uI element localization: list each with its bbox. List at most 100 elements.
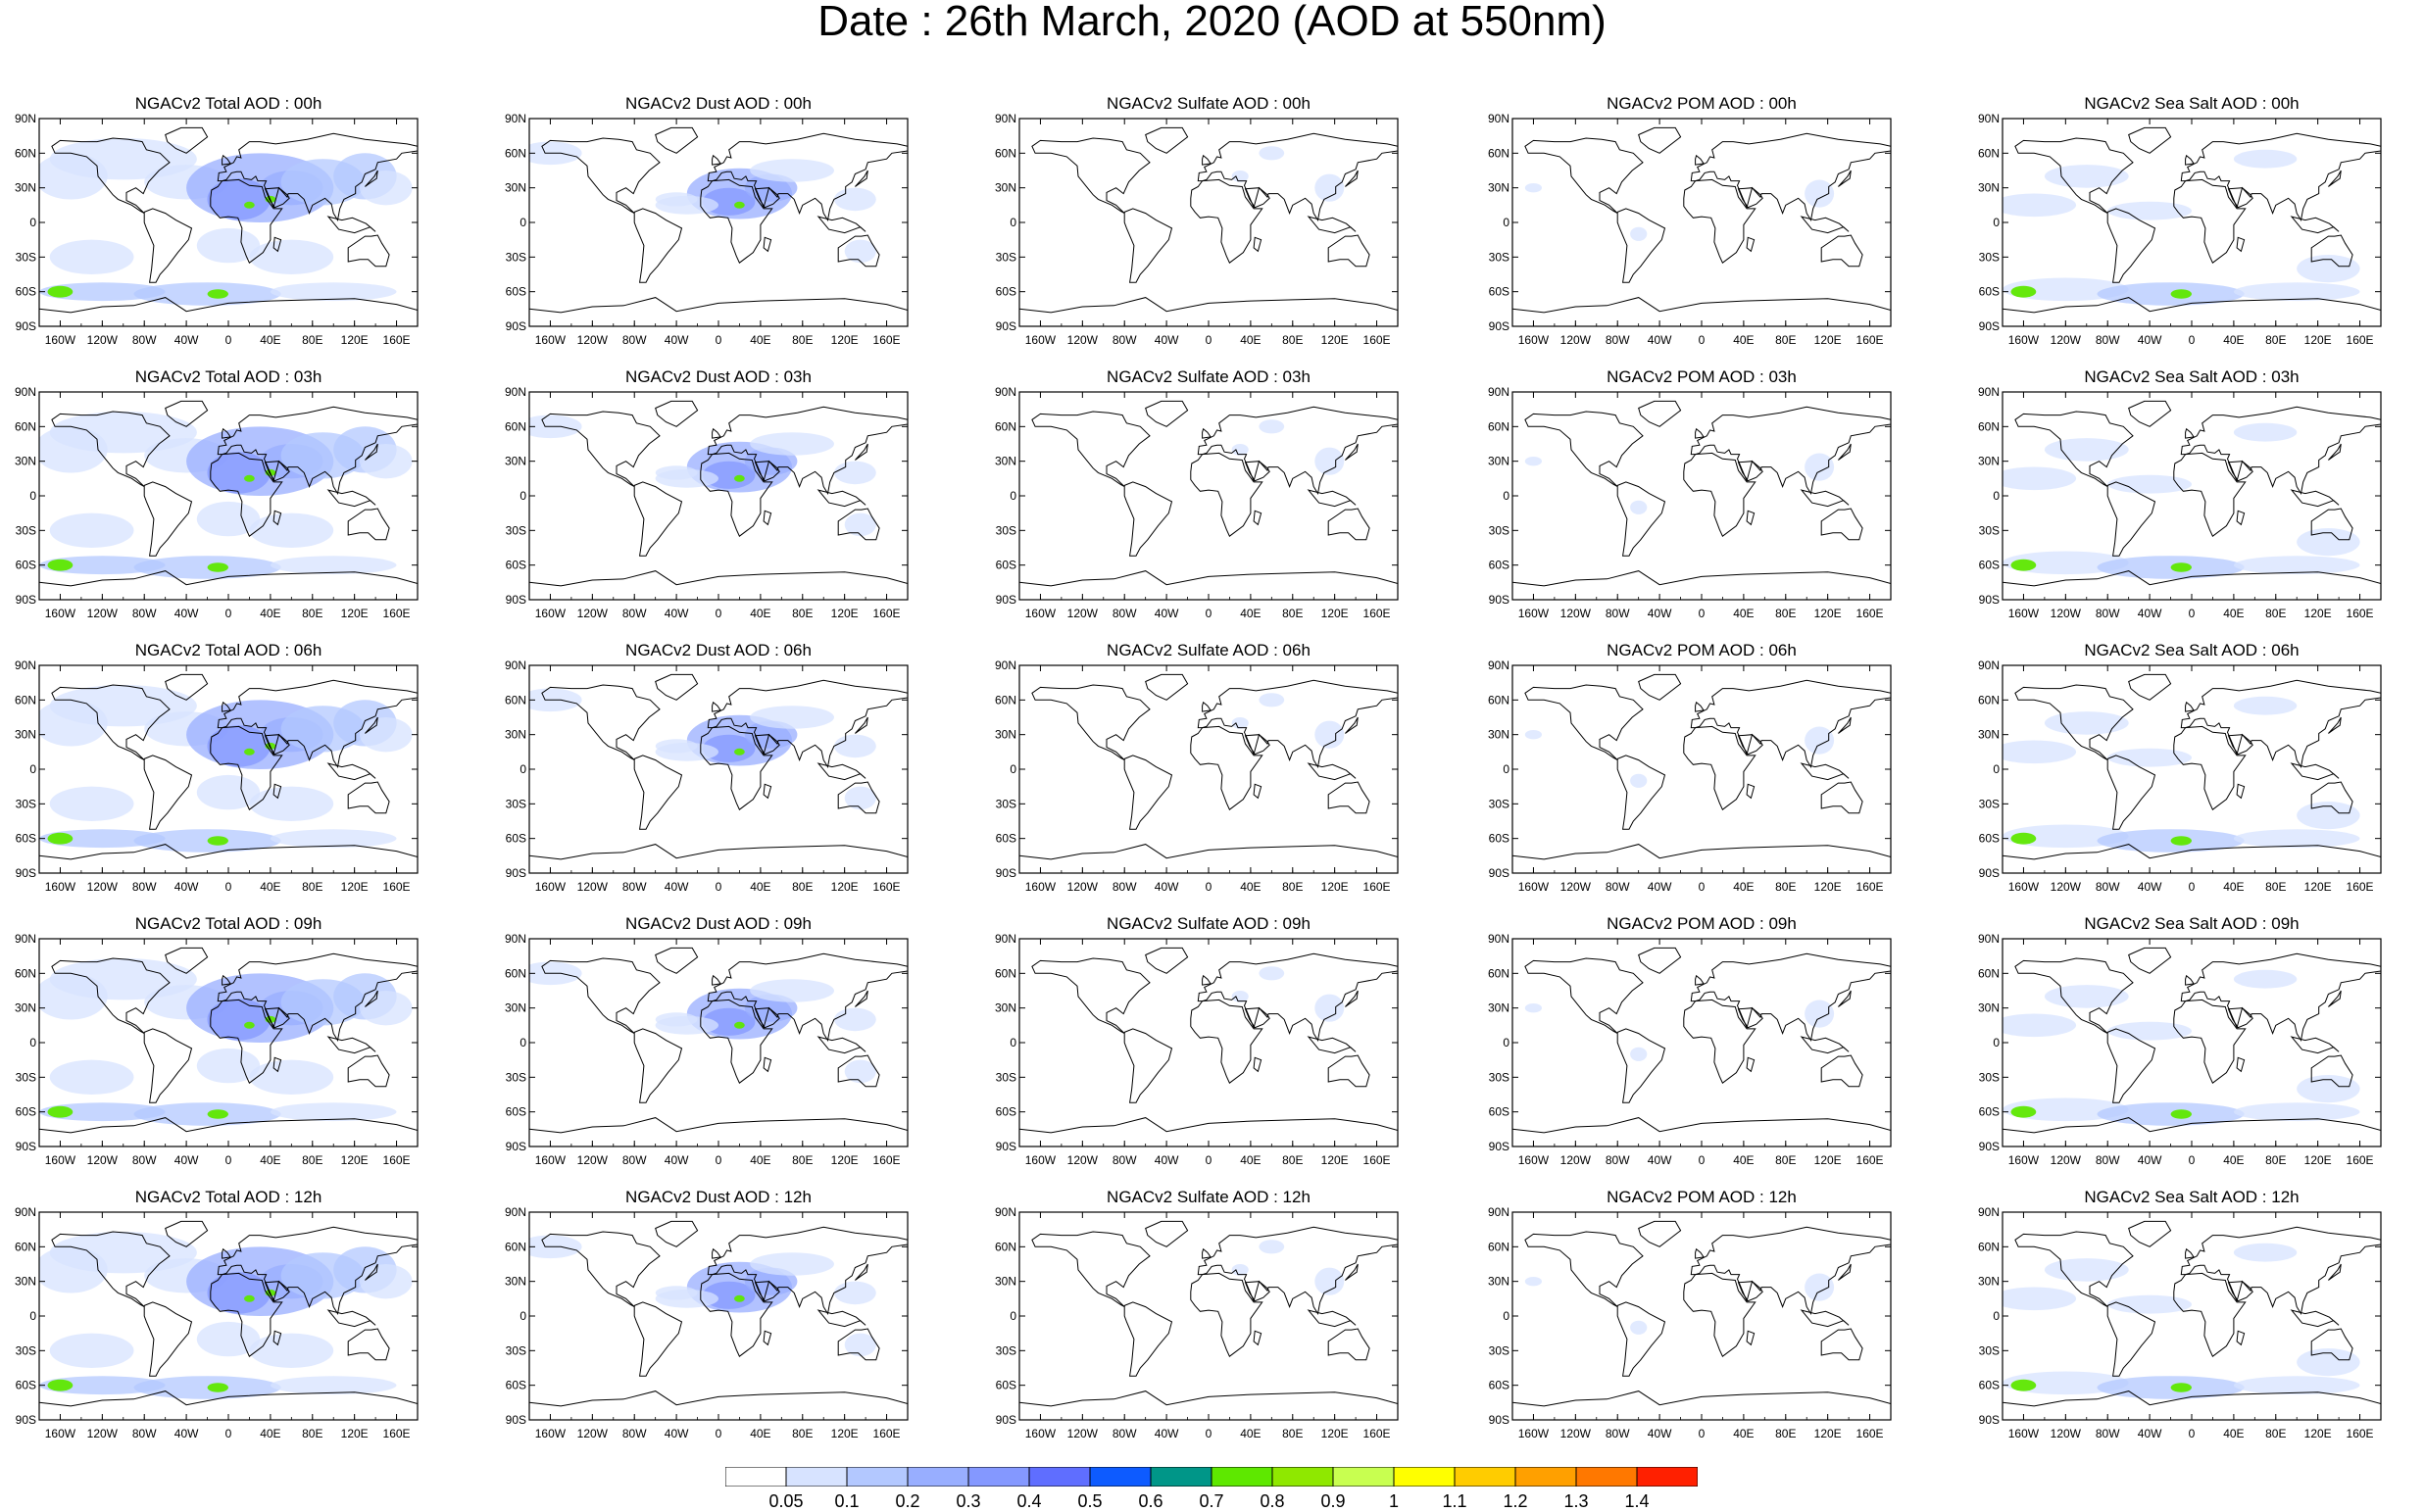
lat-tick-label: 30S <box>16 1070 36 1084</box>
lon-tick-label: 160E <box>2347 1427 2374 1440</box>
colorbar-label: 0.5 <box>1077 1491 1103 1511</box>
coastline-africa <box>700 178 773 264</box>
aod-field <box>834 187 876 212</box>
coastline-antarctica <box>39 844 418 873</box>
coastline-australia <box>1327 234 1370 268</box>
lat-tick-label: 60S <box>996 285 1016 299</box>
lat-tick-label: 90S <box>506 1413 526 1427</box>
coastline-south-america <box>2106 1301 2156 1377</box>
lat-tick-label: 90N <box>505 385 526 399</box>
world-map: 90N 60N 30N 0 30S 60S 90S 160W 120W 80W 40W 0 40E 80E… <box>1978 932 2382 1167</box>
map-panel: NGACv2 Dust AOD : 09h 90N 60N 30N 0 30S 60S 90S… <box>505 914 927 1176</box>
lon-tick-label: 120W <box>577 607 609 620</box>
lat-tick-label: 60S <box>996 559 1016 572</box>
colorbar-label: 0.2 <box>895 1491 920 1511</box>
panel-title: NGACv2 POM AOD : 00h <box>1607 94 1797 113</box>
lat-tick-label: 0 <box>1010 489 1016 503</box>
coastline-south-america <box>1123 1301 1173 1377</box>
aod-field <box>244 1294 255 1302</box>
aod-field <box>39 426 108 473</box>
lon-tick-label: 80E <box>2265 880 2286 894</box>
coastline-madagascar <box>1253 236 1262 253</box>
lat-tick-label: 90N <box>1978 932 2000 946</box>
coastline-australia <box>2310 1328 2353 1361</box>
lat-tick-label: 0 <box>29 489 36 503</box>
colorbar-box <box>1636 1466 1699 1488</box>
lon-tick-label: 80W <box>132 333 157 347</box>
coastline-africa <box>1683 178 1756 264</box>
coastline-north-america <box>51 957 171 1035</box>
aod-field <box>1231 717 1249 729</box>
aod-field <box>49 1333 134 1368</box>
coastline-arabia <box>264 1007 290 1029</box>
coastline-north-america <box>2014 684 2134 761</box>
coastline-indonesia <box>816 1309 866 1328</box>
lat-tick-label: 0 <box>1503 1036 1509 1049</box>
coastline-australia <box>2310 1054 2353 1088</box>
coastline-madagascar <box>1746 236 1756 253</box>
map-panel: NGACv2 POM AOD : 03h 90N 60N 30N 0 30S 60S 90S 1… <box>1488 367 1910 629</box>
lat-tick-label: 30S <box>1979 1070 2000 1084</box>
lon-tick-label: 160W <box>2008 333 2040 347</box>
lon-tick-label: 120W <box>577 1427 609 1440</box>
aod-field <box>2233 1102 2360 1122</box>
aod-field <box>196 774 261 810</box>
coastline-britain <box>2185 974 2195 986</box>
panel-title: NGACv2 POM AOD : 09h <box>1607 914 1797 933</box>
lon-tick-label: 40W <box>2138 1427 2162 1440</box>
coastline-africa <box>1683 999 1756 1084</box>
coastline-indonesia <box>1307 762 1357 781</box>
aod-field <box>1524 730 1542 740</box>
aod-field <box>2233 556 2360 575</box>
coastline-indonesia <box>2290 1036 2340 1054</box>
coastline-arabia <box>264 187 290 209</box>
coastline-indonesia <box>1307 216 1357 234</box>
aod-field <box>1805 453 1835 481</box>
lat-tick-label: 30N <box>15 455 36 468</box>
aod-field <box>2233 282 2360 302</box>
lon-tick-label: 0 <box>1699 607 1706 620</box>
coastline-britain <box>1202 154 1212 166</box>
lat-tick-label: 60N <box>995 693 1016 707</box>
aod-field <box>2003 193 2077 218</box>
coastline-north-america <box>2014 137 2134 215</box>
coastline-indonesia <box>1307 1036 1357 1054</box>
aod-field <box>655 192 698 207</box>
coastline-britain <box>1202 427 1212 439</box>
coastline-greenland <box>1145 1220 1189 1247</box>
colorbar-box <box>1514 1466 1577 1488</box>
world-map: 90N 60N 30N 0 30S 60S 90S 160W 120W 80W 40W 0 40E 80E… <box>995 658 1399 894</box>
lat-tick-label: 60S <box>1979 559 2000 572</box>
lon-tick-label: 120E <box>341 333 369 347</box>
lat-tick-label: 90S <box>1489 866 1509 880</box>
lat-tick-label: 30S <box>1489 797 1509 810</box>
coastline-south-america <box>1123 481 1173 557</box>
coastline-australia <box>837 1054 880 1088</box>
colorbar-label: 0.05 <box>768 1491 804 1511</box>
world-map: 90N 60N 30N 0 30S 60S 90S 160W 120W 80W 40W 0 40E 80E… <box>15 112 419 347</box>
coastline-eurasia <box>1197 406 1398 495</box>
aod-field <box>834 461 876 485</box>
lon-tick-label: 160E <box>1856 1153 1884 1167</box>
aod-field <box>2097 1376 2245 1399</box>
lat-tick-label: 30N <box>1978 1275 2000 1289</box>
coastline-japan <box>855 716 868 734</box>
coastline-arabia <box>1737 187 1763 209</box>
coastline-greenland <box>1638 1220 1682 1247</box>
lat-tick-label: 0 <box>1010 216 1016 229</box>
coastline-britain <box>1202 974 1212 986</box>
aod-field <box>834 1007 876 1032</box>
lat-tick-label: 60S <box>1979 832 2000 846</box>
coastline-north-america <box>51 411 171 488</box>
coastline-arabia <box>754 461 780 482</box>
lon-tick-label: 40W <box>1648 607 1672 620</box>
coastline-antarctica <box>1512 297 1891 326</box>
lat-tick-label: 30N <box>995 728 1016 742</box>
map-panel: NGACv2 Dust AOD : 00h 90N 60N 30N 0 30S 60S 90S… <box>505 94 927 356</box>
lat-tick-label: 60S <box>506 832 526 846</box>
lat-tick-label: 30N <box>505 455 526 468</box>
lat-tick-label: 30S <box>1489 1343 1509 1357</box>
lat-tick-label: 30N <box>1488 455 1509 468</box>
lon-tick-label: 120E <box>831 880 859 894</box>
coastline-madagascar <box>763 1056 772 1073</box>
